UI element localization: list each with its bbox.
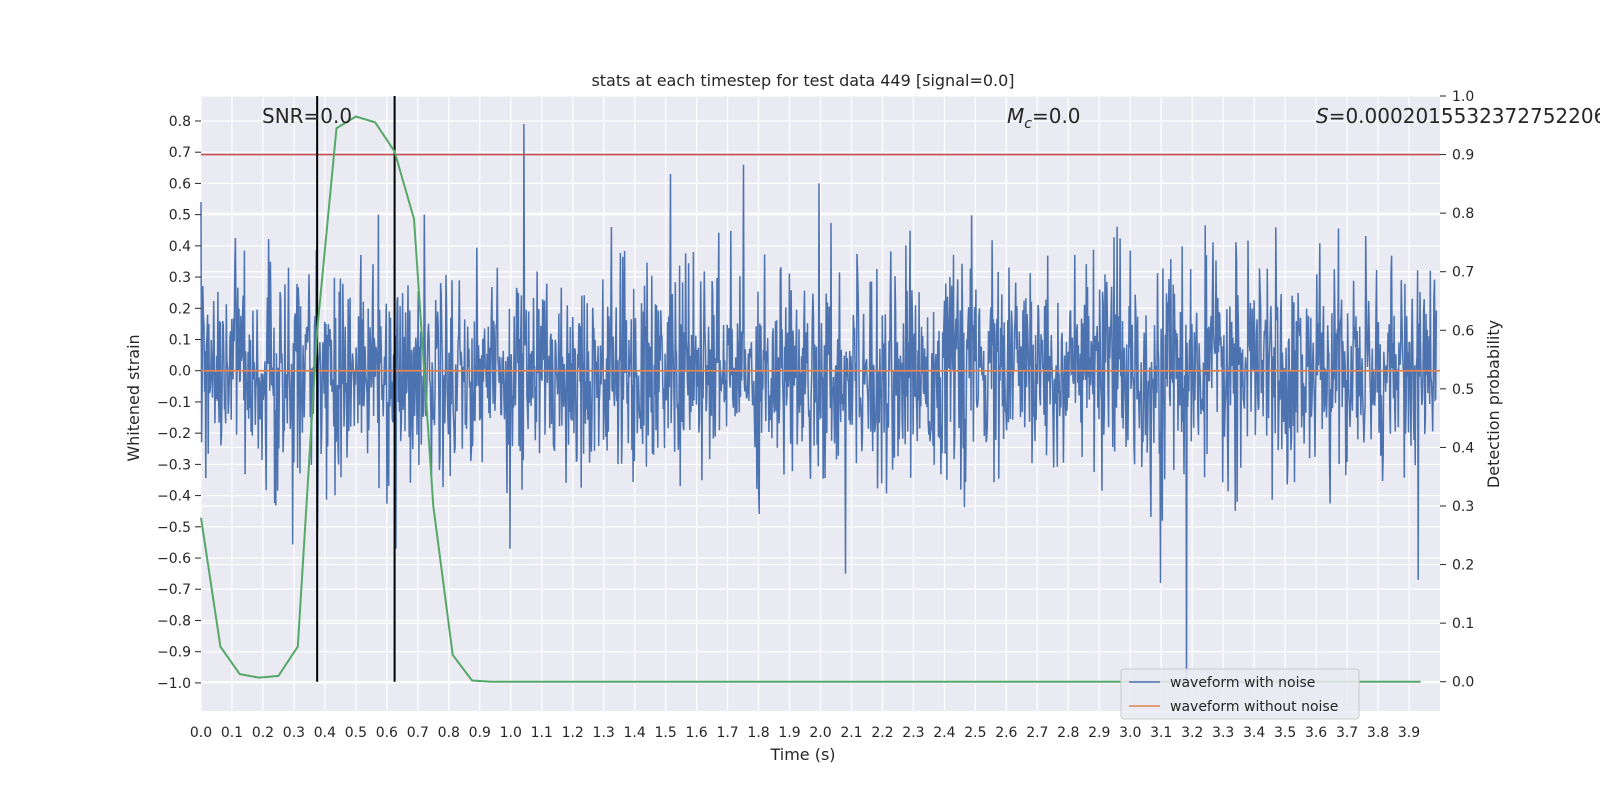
right-tick-label: 0.1 [1452,616,1474,632]
x-tick-label: 1.1 [531,725,553,741]
y-tick-label: −0.2 [157,426,191,442]
chirp-mass-subscript: c [1024,116,1032,132]
x-tick-label: 3.9 [1398,725,1420,741]
y-tick-label: 0.4 [169,239,191,255]
y-tick-label: 0.3 [169,270,191,286]
x-tick-label: 2.1 [840,725,862,741]
x-tick-label: 3.3 [1212,725,1234,741]
y-tick-label: −0.5 [157,520,191,536]
s-annotation: S=0.00020155323727522066 [1316,104,1600,128]
x-tick-label: 3.8 [1367,725,1389,741]
x-tick-label: 2.5 [964,725,986,741]
x-tick-label: 1.2 [562,725,584,741]
y-tick-label: −0.1 [157,395,191,411]
x-axis-ticks: 0.0 0.1 0.2 0.3 0.4 0.5 0.6 0.7 0.8 0.9 1.0 1.1 1.2 1… [190,725,1420,741]
x-tick-label: 3.2 [1181,725,1203,741]
right-tick-label: 0.0 [1452,675,1474,691]
chart-title: stats at each timestep for test data 449… [591,71,1014,90]
noise-line [200,124,1438,683]
s-value: =0.00020155323727522066 [1329,104,1600,128]
x-tick-label: 1.3 [593,725,615,741]
x-tick-label: 2.8 [1057,725,1079,741]
x-tick-label: 0.9 [469,725,491,741]
x-tick-label: 2.9 [1088,725,1110,741]
right-tick-label: 0.3 [1452,499,1474,515]
x-tick-label: 2.6 [995,725,1017,741]
y-tick-label: −0.3 [157,457,191,473]
s-symbol: S [1316,104,1329,128]
right-tick-label: 0.2 [1452,558,1474,574]
y-tick-label: 0.5 [169,208,191,224]
x-tick-label: 3.6 [1305,725,1327,741]
x-tick-label: 0.7 [407,725,429,741]
x-tick-label: 1.9 [778,725,800,741]
chirp-mass-symbol: M [1007,104,1024,128]
x-tick-label: 2.0 [809,725,831,741]
x-tick-label: 0.2 [252,725,274,741]
right-tick-label: 0.8 [1452,206,1474,222]
x-tick-label: 0.6 [376,725,398,741]
x-tick-label: 0.5 [345,725,367,741]
x-tick-label: 1.7 [716,725,738,741]
legend-box [1120,668,1360,720]
x-tick-label: 0.1 [221,725,243,741]
x-tick-label: 2.7 [1026,725,1048,741]
chirp-mass-annotation: Mc=0.0 [1007,104,1081,132]
detection-probability-series [200,115,1421,683]
y-tick-label: 0.6 [169,176,191,192]
x-tick-label: 0.4 [314,725,336,741]
y-tick-label: −0.9 [157,645,191,661]
probability-line [200,115,1421,683]
legend: waveform with noise waveform without noi… [1120,668,1360,720]
x-tick-label: 3.7 [1336,725,1358,741]
vertical-markers [316,96,396,682]
waveform-with-noise-series [200,124,1438,683]
x-tick-label: 0.3 [283,725,305,741]
y-tick-label: −0.4 [157,489,191,505]
x-tick-label: 1.0 [500,725,522,741]
y-axis-ticks: 0.8 0.7 0.6 0.5 0.4 0.3 0.2 0.1 0.0 −0.1 −0.2 −0.3 −… [157,114,201,692]
chirp-mass-value: =0.0 [1032,104,1081,128]
x-tick-label: 0.8 [438,725,460,741]
x-tick-label: 1.6 [685,725,707,741]
y-tick-label: 0.8 [169,114,191,130]
y-tick-label: −0.8 [157,613,191,629]
y-axis-label: Whitened strain [124,334,143,461]
x-tick-label: 2.2 [871,725,893,741]
y-tick-label: −0.6 [157,551,191,567]
x-axis-label: Time (s) [769,745,835,764]
y-tick-label: 0.0 [169,364,191,380]
x-tick-label: 1.8 [747,725,769,741]
x-tick-label: 1.4 [624,725,646,741]
right-tick-label: 0.5 [1452,382,1474,398]
x-tick-label: 3.5 [1274,725,1296,741]
y-tick-label: 0.2 [169,301,191,317]
x-tick-label: 2.3 [902,725,924,741]
right-tick-label: 1.0 [1452,89,1474,105]
y-tick-label: 0.1 [169,333,191,349]
x-tick-label: 3.1 [1150,725,1172,741]
y-tick-label: 0.7 [169,145,191,161]
x-tick-label: 3.0 [1119,725,1141,741]
right-tick-label: 0.7 [1452,265,1474,281]
right-tick-label: 0.6 [1452,323,1474,339]
y-tick-label: −1.0 [157,676,191,692]
legend-label-clean: waveform without noise [1170,699,1338,715]
right-axis-ticks: 1.0 0.9 0.8 0.7 0.6 0.5 0.4 0.3 0.2 0.1 0.0 [1440,89,1474,691]
x-tick-label: 0.0 [190,725,212,741]
legend-label-noise: waveform with noise [1170,675,1315,691]
right-tick-label: 0.4 [1452,440,1474,456]
x-tick-label: 2.4 [933,725,955,741]
y-tick-label: −0.7 [157,582,191,598]
x-tick-label: 3.4 [1243,725,1265,741]
right-axis-label: Detection probability [1484,320,1503,488]
snr-annotation: SNR=0.0 [262,104,352,128]
x-tick-label: 1.5 [654,725,676,741]
right-tick-label: 0.9 [1452,148,1474,164]
